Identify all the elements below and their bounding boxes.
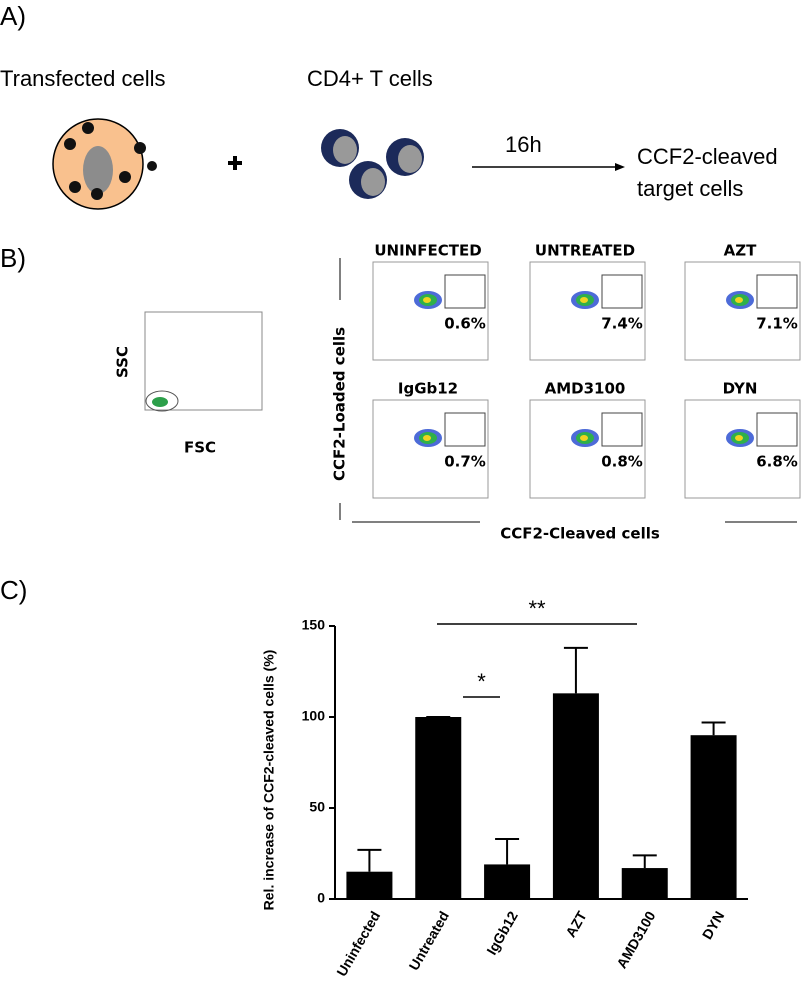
x-tick-label: DYN — [699, 908, 728, 942]
x-tick-label: AZT — [562, 908, 590, 940]
bar-chart: 0 50 100 150 Uninfected Untreated IgGb12 AZT AMD… — [302, 596, 748, 979]
y-tick-label: 100 — [302, 708, 326, 724]
plus — [228, 156, 242, 170]
transfected-cell — [52, 118, 157, 210]
y-axis-label: Rel. increase of CCF2-cleaved cells (%) — [261, 650, 277, 911]
label: Transfected cells — [0, 66, 165, 91]
label: CD4+ T cells — [307, 66, 433, 91]
gate — [756, 274, 798, 309]
plot-frame — [372, 261, 489, 361]
axis-label: CCF2-Loaded cells — [331, 327, 349, 481]
bar — [621, 868, 668, 899]
arrow-head — [615, 163, 625, 171]
percent: 0.6% — [444, 315, 486, 333]
plot-frame — [529, 399, 646, 499]
y-tick-label: 50 — [309, 799, 325, 815]
scatter-plot — [144, 311, 263, 411]
cluster-core — [735, 435, 743, 441]
percent: 6.8% — [756, 453, 798, 471]
x-tick-label: Uninfected — [333, 908, 383, 979]
cluster — [152, 397, 168, 407]
gate — [444, 412, 486, 447]
gate — [601, 274, 643, 309]
panel-label: A) — [0, 1, 26, 31]
gate — [756, 412, 798, 447]
bar — [552, 693, 599, 899]
bar — [484, 864, 531, 899]
axis-label: CCF2-Cleaved cells — [500, 525, 660, 543]
label: 16h — [505, 132, 542, 157]
percent: 0.8% — [601, 453, 643, 471]
plot-frame — [684, 261, 801, 361]
percent: 7.1% — [756, 315, 798, 333]
significance: * — [477, 669, 486, 694]
x-tick-label: IgGb12 — [483, 908, 521, 957]
plot-title: DYN — [723, 380, 758, 398]
plot-title: UNINFECTED — [374, 242, 481, 260]
bar — [415, 717, 462, 899]
cluster-core — [423, 435, 431, 441]
gate — [601, 412, 643, 447]
plot-title: AMD3100 — [545, 380, 626, 398]
percent: 0.7% — [444, 453, 486, 471]
label: CCF2-cleaved — [637, 144, 778, 169]
plot-title: AZT — [724, 242, 757, 260]
gate — [444, 274, 486, 309]
x-tick-label: Untreated — [406, 908, 453, 973]
plot-title: IgGb12 — [398, 380, 458, 398]
plot-frame — [372, 399, 489, 499]
plot-frame — [529, 261, 646, 361]
bar — [690, 735, 737, 899]
bar — [346, 871, 393, 899]
cluster-core — [735, 297, 743, 303]
cluster-core — [580, 435, 588, 441]
plot-frame — [684, 399, 801, 499]
axis-label: SSC — [114, 346, 132, 378]
plot-title: UNTREATED — [535, 242, 635, 260]
significance: ** — [528, 596, 546, 621]
y-tick-label: 0 — [317, 890, 325, 906]
percent: 7.4% — [601, 315, 643, 333]
cluster-core — [423, 297, 431, 303]
panel-label: C) — [0, 575, 27, 605]
t-cells — [321, 129, 424, 199]
cluster-core — [580, 297, 588, 303]
x-tick-label: AMD3100 — [613, 908, 658, 971]
gate — [145, 390, 179, 412]
flow-plots: UNINFECTED 0.6% UNTREATED 7.4% AZT 7.1% IgGb12… — [372, 242, 801, 499]
axis-label: FSC — [184, 439, 216, 457]
label: target cells — [637, 176, 743, 201]
panel-label: B) — [0, 243, 26, 273]
y-tick-label: 150 — [302, 617, 326, 633]
